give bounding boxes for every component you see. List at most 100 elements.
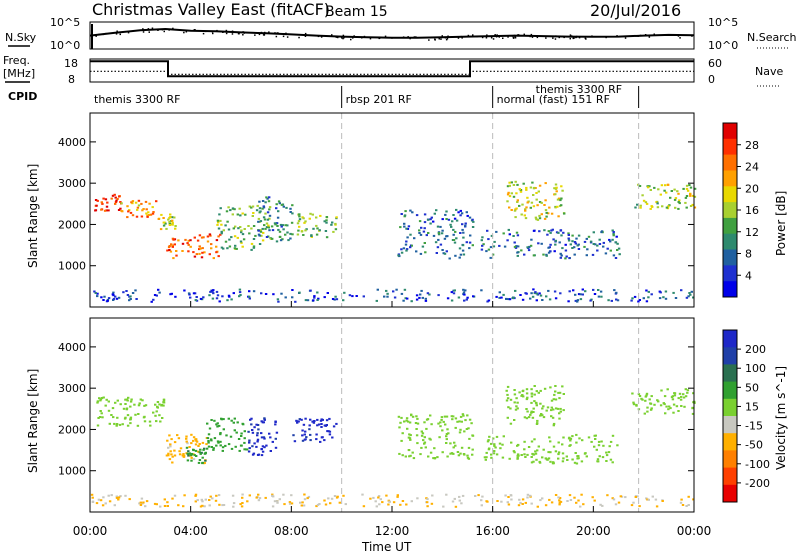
rti-cell xyxy=(372,496,375,499)
rti-cell xyxy=(269,450,272,452)
rti-cell xyxy=(238,291,242,294)
rti-cell xyxy=(192,251,195,254)
rti-cell xyxy=(446,428,449,431)
rti-cell xyxy=(319,214,322,217)
rti-cell xyxy=(562,457,565,460)
colorbar-segment xyxy=(723,381,737,400)
rti-cell xyxy=(609,440,613,443)
rti-cell xyxy=(151,212,155,215)
rti-cell xyxy=(186,452,189,455)
rti-cell xyxy=(463,299,466,302)
rti-cell xyxy=(441,451,444,454)
rti-cell xyxy=(602,245,605,248)
colorbar-tick-label: 24 xyxy=(745,161,759,174)
rti-cell xyxy=(138,402,141,405)
rti-cell xyxy=(114,401,117,404)
rti-cell xyxy=(503,245,507,248)
rti-cell xyxy=(425,234,428,237)
rti-cell xyxy=(593,445,596,448)
nsky-point xyxy=(531,36,534,38)
rti-cell xyxy=(325,216,328,218)
rti-cell xyxy=(198,459,202,461)
rti-cell xyxy=(258,497,262,500)
rti-cell xyxy=(113,504,116,507)
rti-cell xyxy=(122,291,125,294)
rti-cell xyxy=(266,197,269,200)
rti-cell xyxy=(134,201,138,204)
rti-cell xyxy=(445,435,448,438)
rti-cell xyxy=(190,433,193,436)
rti-cell xyxy=(219,440,222,443)
rti-cell xyxy=(219,207,222,210)
rti-cell xyxy=(177,239,180,242)
rti-cell xyxy=(677,201,680,203)
rti-cell xyxy=(197,461,201,464)
rti-cell xyxy=(377,495,381,498)
colorbar-segment xyxy=(723,265,737,282)
rti-cell xyxy=(600,295,603,298)
rti-cell xyxy=(416,442,419,445)
rti-cell xyxy=(557,215,560,218)
rti-cell xyxy=(216,223,219,226)
rti-cell xyxy=(523,440,526,443)
rti-cell xyxy=(437,294,440,297)
rti-cell xyxy=(552,445,556,448)
rti-cell xyxy=(506,501,509,504)
rti-cell xyxy=(324,424,328,427)
rti-cell xyxy=(436,246,440,249)
rti-cell xyxy=(259,220,263,223)
nsky-point xyxy=(275,35,278,38)
rti-cell xyxy=(261,445,265,448)
nave-line xyxy=(90,70,694,75)
rti-cell xyxy=(553,290,557,293)
rti-cell xyxy=(516,456,519,459)
nsky-point xyxy=(624,37,627,39)
rti-cell xyxy=(591,253,595,256)
colorbar-segment xyxy=(723,123,737,140)
rti-cell xyxy=(612,498,616,501)
nsky-point xyxy=(243,32,245,34)
rti-cell xyxy=(604,252,608,255)
rti-cell xyxy=(303,433,306,436)
rti-cell xyxy=(679,501,683,504)
rti-cell xyxy=(516,201,519,203)
rti-cell xyxy=(632,403,636,406)
rti-cell xyxy=(415,428,418,430)
rti-cell xyxy=(320,418,323,421)
rti-cell xyxy=(263,418,266,421)
rti-cell xyxy=(557,441,560,444)
rti-cell xyxy=(580,493,583,496)
rti-cell xyxy=(233,417,236,420)
rti-cell xyxy=(251,453,255,456)
rti-cell xyxy=(534,452,538,455)
rti-cell xyxy=(592,231,595,234)
rti-cell xyxy=(685,505,688,507)
nsky-label: N.Sky xyxy=(5,31,37,44)
rti-cell xyxy=(439,425,442,428)
rti-cell xyxy=(554,187,558,190)
rti-cell xyxy=(670,190,673,192)
rti-cell xyxy=(227,294,231,297)
rti-cell xyxy=(440,418,443,421)
colorbar-tick-label: 50 xyxy=(745,381,759,394)
rti-cell xyxy=(302,504,306,507)
rti-cell xyxy=(527,446,531,448)
rti-cell xyxy=(549,440,552,443)
rti-cell xyxy=(567,239,571,242)
rti-cell xyxy=(261,239,265,242)
rti-cell xyxy=(251,431,255,434)
rti-cell xyxy=(547,212,550,215)
rti-cell xyxy=(201,251,204,254)
rti-cell xyxy=(576,299,580,302)
rti-cell xyxy=(480,499,483,502)
rti-cell xyxy=(598,243,602,245)
rti-cell xyxy=(452,233,455,236)
rti-cell xyxy=(552,422,556,425)
rti-cell xyxy=(279,223,283,226)
rti-cell xyxy=(150,300,153,303)
rti-cell xyxy=(659,404,663,407)
rti-cell xyxy=(560,197,563,200)
rti-cell xyxy=(515,245,518,248)
